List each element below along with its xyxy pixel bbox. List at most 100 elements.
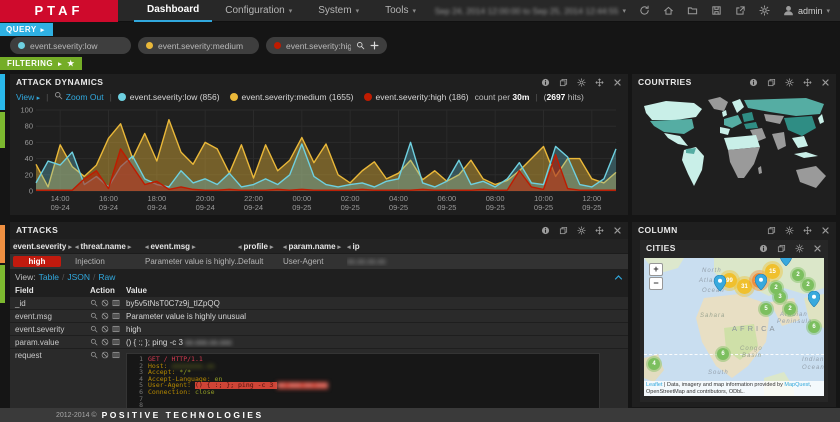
columns-icon[interactable] (112, 338, 120, 346)
view-mode-table[interactable]: Table (39, 272, 59, 282)
legend-item[interactable]: event.severity:high (186) (364, 92, 469, 102)
attack-dynamics-chart[interactable]: 02040608010014:0009-2416:0009-2418:0009-… (16, 107, 622, 213)
marker-cluster[interactable]: 4 (648, 358, 660, 370)
ptaf-logo[interactable]: PTAF (0, 0, 118, 22)
view-mode-json[interactable]: JSON (67, 272, 90, 282)
home-icon[interactable] (663, 5, 674, 16)
columns-icon[interactable] (112, 325, 120, 333)
export-icon[interactable] (735, 5, 746, 16)
columns-icon[interactable] (112, 299, 120, 307)
ban-icon[interactable] (101, 325, 109, 333)
gear-icon[interactable] (795, 244, 804, 253)
info-icon[interactable] (541, 226, 550, 235)
column-header-ip[interactable]: ◂ ip (347, 242, 628, 251)
folder-icon[interactable] (687, 5, 698, 16)
row-collapse-tab[interactable] (0, 74, 5, 110)
mapquest-link[interactable]: MapQuest (784, 382, 809, 388)
duplicate-icon[interactable] (777, 244, 786, 253)
column-header-event.msg[interactable]: ◂ event.msg ▸ (145, 242, 238, 251)
map-pin-icon[interactable] (780, 258, 792, 271)
attack-table-row[interactable]: high Injection Parameter value is highly… (10, 253, 628, 269)
column-header-threat.name[interactable]: ◂ threat.name ▸ (75, 242, 145, 251)
query-pill[interactable]: event.severity:medium (138, 37, 259, 54)
duplicate-icon[interactable] (767, 78, 776, 87)
gear-icon[interactable] (785, 226, 794, 235)
duplicate-icon[interactable] (559, 78, 568, 87)
marker-cluster[interactable]: 3 (774, 291, 786, 303)
gear-icon[interactable] (577, 226, 586, 235)
query-pill[interactable]: event.severity:high (266, 37, 387, 54)
info-icon[interactable] (759, 244, 768, 253)
move-column-right-icon[interactable]: ▸ (66, 244, 71, 251)
plus-icon[interactable] (370, 41, 379, 50)
magnifier-icon[interactable] (90, 325, 98, 333)
nav-item-tools[interactable]: Tools▾ (372, 0, 429, 22)
view-mode-raw[interactable]: Raw (98, 272, 115, 282)
row-collapse-tab[interactable] (0, 112, 5, 148)
query-pill[interactable]: event.severity:low (10, 37, 131, 54)
map-pin-icon[interactable] (808, 291, 820, 312)
move-column-right-icon[interactable]: ▸ (336, 244, 341, 251)
filtering-tag[interactable]: FILTERING▸ ★ (0, 57, 82, 70)
map-pin-icon[interactable] (755, 274, 767, 295)
date-range-picker[interactable]: Sep 24, 2014 12:00:00 to Sep 25, 2014 12… (435, 6, 626, 16)
column-header-param.name[interactable]: ◂ param.name ▸ (283, 242, 347, 251)
zoom-out-button[interactable]: Zoom Out (54, 91, 103, 102)
columns-icon[interactable] (112, 312, 120, 320)
close-icon[interactable] (613, 78, 622, 87)
gear-icon[interactable] (785, 78, 794, 87)
ban-icon[interactable] (101, 299, 109, 307)
map-pin-icon[interactable] (714, 275, 726, 296)
move-column-right-icon[interactable]: ▸ (268, 244, 273, 251)
legend-item[interactable]: event.severity:low (856) (118, 92, 220, 102)
info-icon[interactable] (749, 78, 758, 87)
nav-item-system[interactable]: System▾ (305, 0, 372, 22)
magnifier-icon[interactable] (90, 299, 98, 307)
close-icon[interactable] (613, 226, 622, 235)
nav-item-configuration[interactable]: Configuration▾ (212, 0, 305, 22)
row-collapse-tab[interactable] (0, 225, 5, 263)
save-icon[interactable] (711, 5, 722, 16)
refresh-icon[interactable] (639, 5, 650, 16)
marker-cluster[interactable]: 2 (792, 269, 804, 281)
magnifier-icon[interactable] (90, 312, 98, 320)
move-column-right-icon[interactable]: ▸ (190, 244, 195, 251)
move-icon[interactable] (595, 226, 604, 235)
column-header-profile[interactable]: ◂ profile ▸ (238, 242, 283, 251)
legend-item[interactable]: event.severity:medium (1655) (230, 92, 354, 102)
marker-cluster[interactable]: 6 (717, 348, 729, 360)
close-icon[interactable] (821, 226, 830, 235)
request-code[interactable]: 1GET / HTTP/1.12Host: xxxxxxxx.xx3Accept… (126, 353, 600, 412)
move-icon[interactable] (803, 78, 812, 87)
ban-icon[interactable] (101, 338, 109, 346)
ban-icon[interactable] (101, 312, 109, 320)
close-icon[interactable] (813, 244, 822, 253)
ban-icon[interactable] (101, 351, 109, 359)
zoom-in-button[interactable]: + (649, 263, 663, 276)
duplicate-icon[interactable] (767, 226, 776, 235)
marker-cluster[interactable]: 6 (808, 321, 820, 333)
collapse-chevron-up-icon[interactable] (614, 273, 623, 282)
leaflet-link[interactable]: Leaflet (646, 382, 663, 388)
query-tag[interactable]: QUERY▸ (0, 23, 53, 36)
marker-cluster[interactable]: 31 (737, 279, 752, 294)
user-menu[interactable]: admin ▾ (783, 5, 830, 16)
close-icon[interactable] (821, 78, 830, 87)
view-link[interactable]: View ▸ (16, 92, 40, 102)
columns-icon[interactable] (112, 351, 120, 359)
duplicate-icon[interactable] (559, 226, 568, 235)
marker-cluster[interactable]: 15 (765, 264, 780, 279)
world-map[interactable] (636, 94, 832, 212)
row-collapse-tab[interactable] (0, 265, 5, 303)
info-icon[interactable] (541, 78, 550, 87)
marker-cluster[interactable]: 2 (802, 279, 814, 291)
zoom-out-button[interactable]: − (649, 277, 663, 290)
move-icon[interactable] (595, 78, 604, 87)
cities-map[interactable]: + − Leaflet | Data, imagery and map info… (644, 258, 824, 396)
search-icon[interactable] (356, 41, 365, 50)
nav-item-dashboard[interactable]: Dashboard (134, 0, 212, 22)
magnifier-icon[interactable] (90, 338, 98, 346)
gear-icon[interactable] (759, 5, 770, 16)
column-header-event.severity[interactable]: event.severity ▸ (10, 242, 75, 251)
marker-cluster[interactable]: 5 (760, 303, 772, 315)
